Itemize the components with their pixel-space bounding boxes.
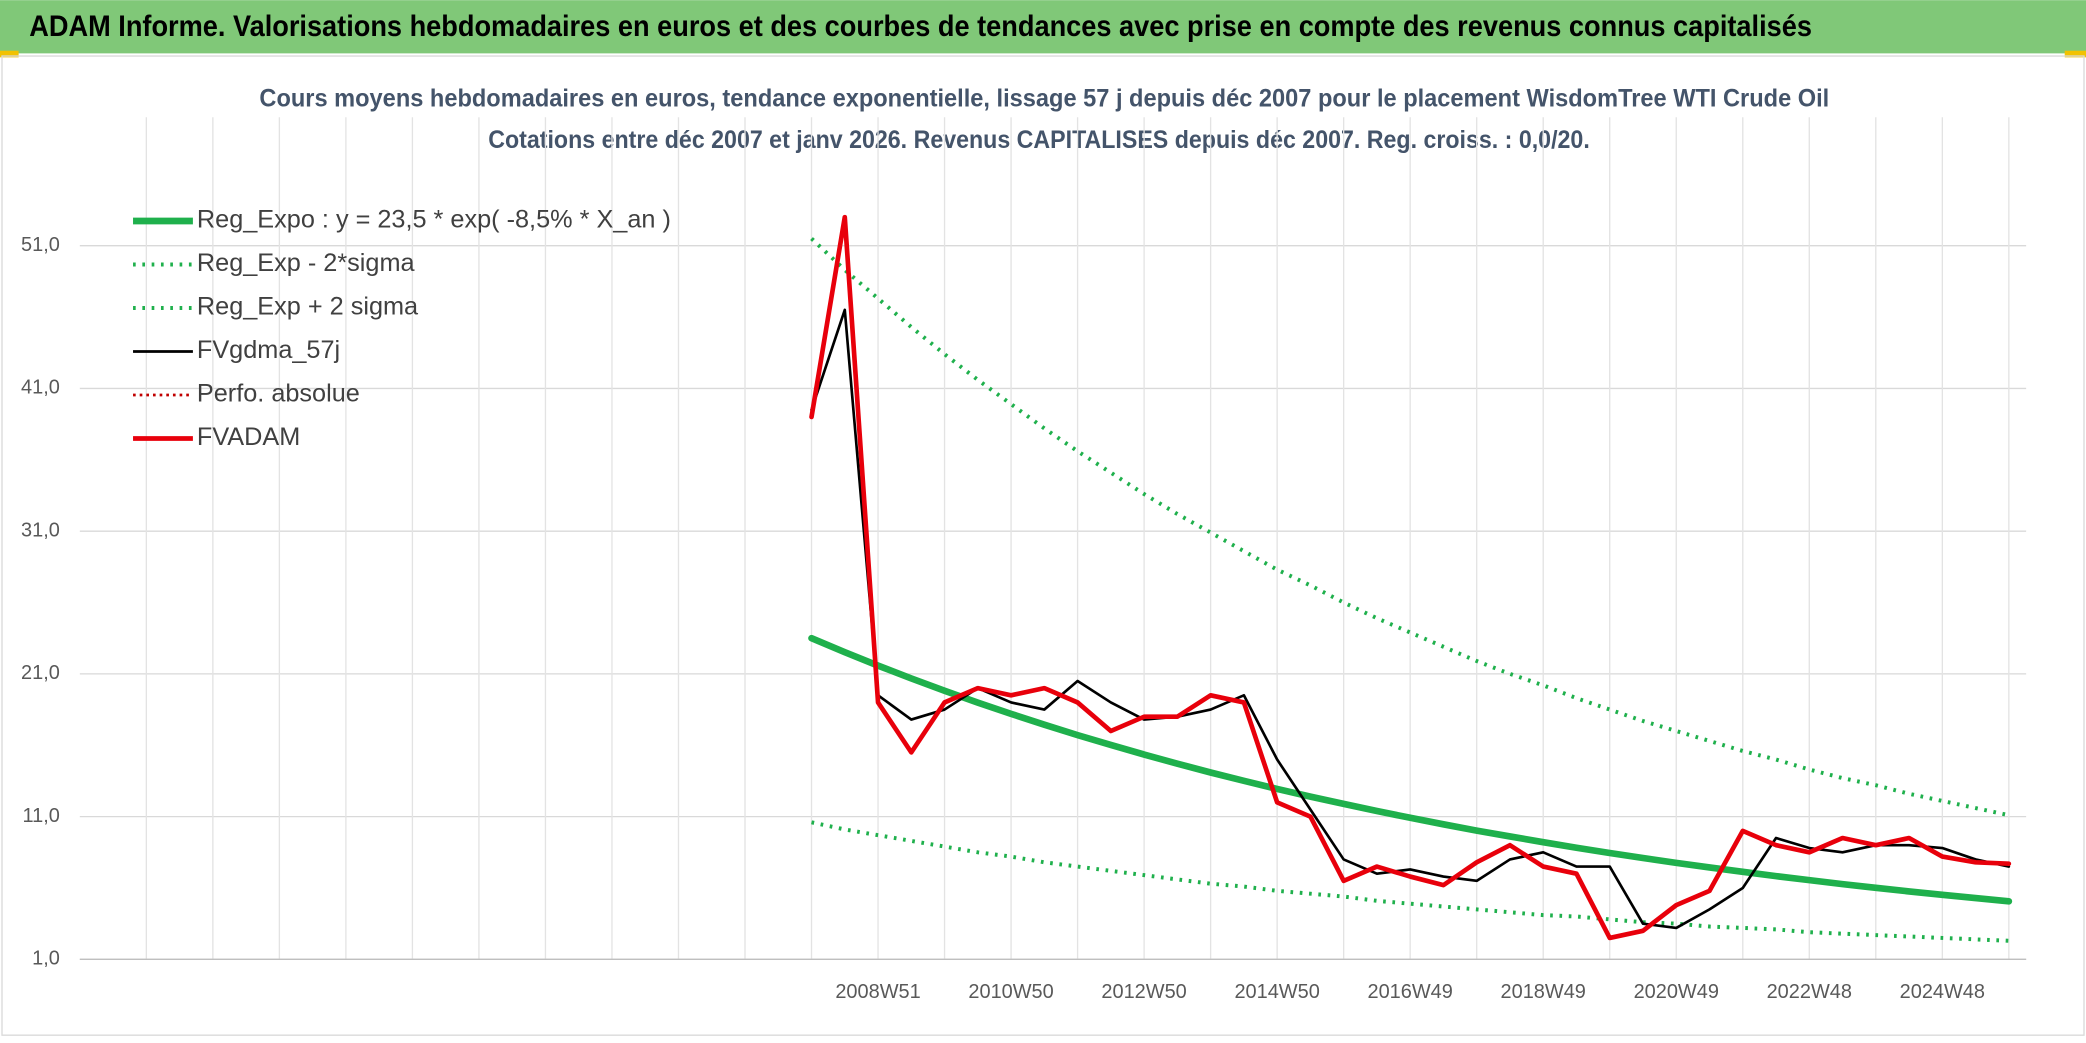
y-tick-label: 11,0 bbox=[23, 805, 60, 827]
series-line bbox=[810, 308, 2011, 930]
x-tick-label: 2016W49 bbox=[1367, 981, 1452, 1003]
header-title: ADAM Informe. Valorisations hebdomadaire… bbox=[29, 11, 1812, 43]
x-tick-label: 2018W49 bbox=[1501, 981, 1586, 1003]
legend: Reg_Expo : y = 23,5 * exp( -8,5% * X_an … bbox=[133, 206, 671, 451]
legend-label: FVADAM bbox=[197, 423, 300, 451]
legend-label: Reg_Exp + 2 sigma bbox=[197, 293, 419, 321]
legend-label: FVgdma_57j bbox=[197, 336, 340, 364]
y-tick-label: 21,0 bbox=[21, 662, 60, 684]
corner-mark bbox=[2064, 50, 2086, 58]
header-bar bbox=[0, 0, 2086, 54]
x-tick-label: 2014W50 bbox=[1234, 981, 1319, 1003]
x-tick-label: 2020W49 bbox=[1634, 981, 1719, 1003]
x-tick-label: 2012W50 bbox=[1101, 981, 1186, 1003]
grid: 1,0 11,0 21,0 31,0 41,0 51,0 2008W51 2010W50 201… bbox=[21, 117, 2027, 1003]
chart-frame bbox=[1, 55, 2085, 1036]
series-line bbox=[809, 214, 2012, 941]
series-line bbox=[808, 634, 2013, 905]
legend-label: Perfo. absolue bbox=[197, 380, 360, 408]
y-tick-label: 1,0 bbox=[32, 948, 60, 970]
legend-label: Reg_Exp - 2*sigma bbox=[197, 249, 416, 277]
chart-title: Cours moyens hebdomadaires en euros, ten… bbox=[259, 85, 1829, 113]
y-tick-label: 31,0 bbox=[21, 519, 60, 541]
x-tick-label: 2010W50 bbox=[968, 981, 1053, 1003]
x-tick-label: 2022W48 bbox=[1767, 981, 1852, 1003]
corner-mark bbox=[0, 50, 19, 58]
y-tick-label: 41,0 bbox=[21, 377, 60, 399]
x-tick-label: 2024W48 bbox=[1900, 981, 1985, 1003]
plot-area bbox=[808, 214, 2013, 943]
legend-label: Reg_Expo : y = 23,5 * exp( -8,5% * X_an … bbox=[197, 206, 671, 234]
chart-subtitle: Cotations entre déc 2007 et janv 2026. R… bbox=[488, 126, 1590, 154]
y-tick-label: 51,0 bbox=[21, 234, 60, 256]
x-tick-label: 2008W51 bbox=[835, 981, 920, 1003]
